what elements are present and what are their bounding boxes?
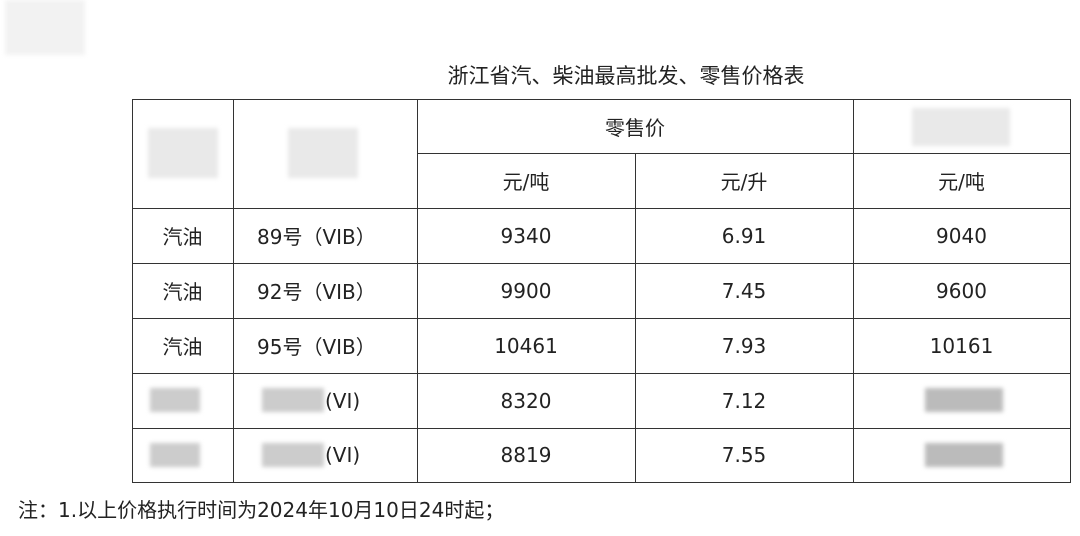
blurred-logo: [5, 0, 85, 55]
retail-ton: 10461: [494, 333, 558, 358]
retail-liter: 7.55: [721, 443, 767, 467]
border: [635, 153, 636, 483]
retail-liter: 7.12: [721, 388, 767, 413]
border: [132, 428, 1071, 429]
blurred-header: [912, 108, 1010, 146]
blurred-header: [148, 128, 218, 178]
border: [132, 99, 133, 483]
border: [132, 373, 1071, 374]
border: [132, 208, 1071, 209]
retail-ton: 8819: [500, 443, 552, 467]
retail-liter: 7.45: [721, 278, 767, 303]
retail-ton: 9340: [500, 223, 552, 248]
grade: (VI): [325, 443, 361, 467]
border: [132, 99, 1071, 100]
grade: 92号（VIB）: [257, 280, 376, 304]
product: 汽油: [162, 280, 203, 304]
retail-ton: 8320: [500, 388, 552, 413]
border: [417, 153, 1071, 154]
border: [132, 482, 1071, 483]
border: [1070, 99, 1071, 483]
grade: (VI): [325, 388, 361, 413]
retail-liter: 6.91: [721, 223, 767, 248]
note: 注：1.以上价格执行时间为2024年10月10日24时起；: [18, 498, 505, 522]
product: 汽油: [162, 335, 203, 359]
border: [132, 263, 1071, 264]
title: 浙江省汽、柴油最高批发、零售价格表: [447, 64, 805, 88]
blurred-cell: [150, 443, 200, 467]
blurred-cell: [925, 443, 1003, 467]
wholesale: 10161: [929, 333, 994, 358]
blurred-cell: [150, 388, 200, 412]
unit-header: 元/升: [720, 170, 768, 194]
border: [132, 318, 1071, 319]
grade: 89号（VIB）: [257, 225, 376, 249]
blurred-cell: [925, 388, 1003, 412]
blurred-cell: [262, 388, 324, 412]
border: [853, 99, 854, 483]
border: [233, 99, 234, 483]
product: 汽油: [162, 225, 203, 249]
border: [417, 99, 418, 483]
wholesale: 9600: [936, 278, 987, 303]
unit-header: 元/吨: [938, 170, 985, 194]
retail-ton: 9900: [500, 278, 552, 303]
blurred-header: [288, 128, 358, 178]
unit-header: 元/吨: [502, 170, 550, 194]
blurred-cell: [262, 443, 324, 467]
retail-liter: 7.93: [721, 333, 767, 358]
wholesale: 9040: [936, 223, 987, 248]
header-retail: 零售价: [605, 115, 665, 140]
grade: 95号（VIB）: [257, 335, 376, 359]
